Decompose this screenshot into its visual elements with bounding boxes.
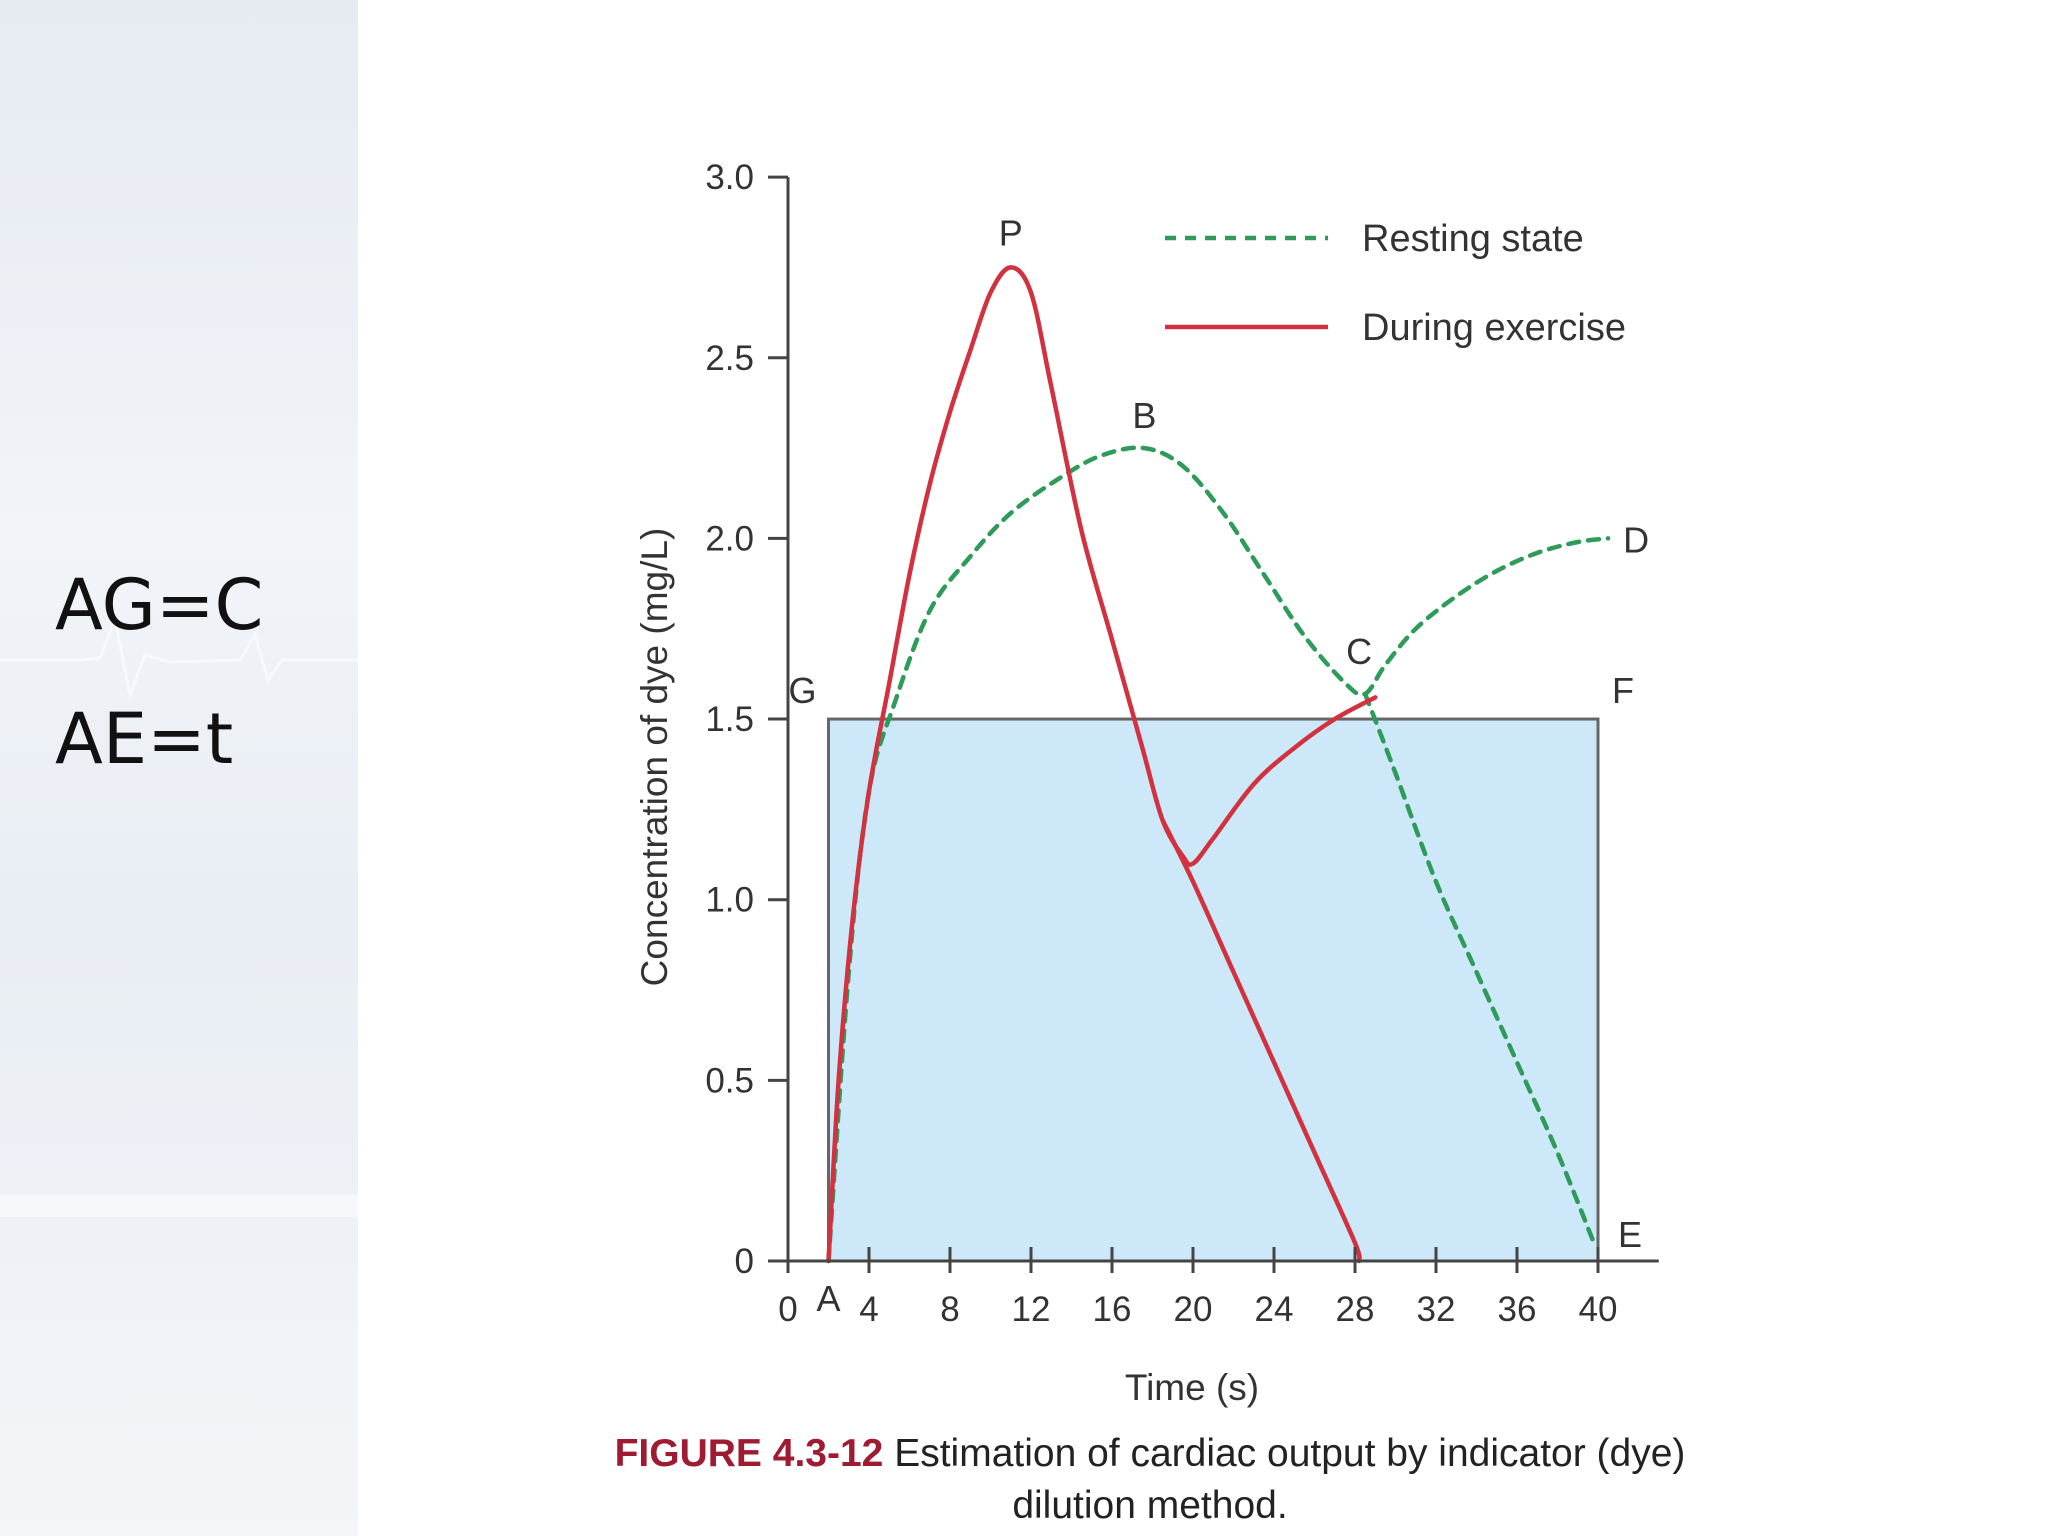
side-panel-band: [0, 1195, 358, 1217]
point-label-d: D: [1623, 519, 1649, 560]
series-line-1: [1362, 691, 1597, 1246]
notes: AG=C AE=t: [55, 538, 263, 806]
x-tick-label-3: 12: [1012, 1290, 1051, 1329]
y-tick-label-1: 0.5: [705, 1061, 754, 1100]
note-ag: AG=C: [55, 564, 264, 646]
y-tick-label-3: 1.5: [705, 700, 754, 739]
y-axis-title: Concentration of dye (mg/L): [634, 528, 675, 987]
y-tick-label-6: 3.0: [705, 158, 754, 197]
note-ae: AE=t: [55, 698, 234, 780]
series-line-2: [826, 265, 1378, 1264]
y-tick-label-4: 2.0: [705, 519, 754, 558]
x-tick-label-6: 24: [1255, 1290, 1294, 1329]
x-tick-label-9: 36: [1498, 1290, 1537, 1329]
figure-caption: FIGURE 4.3-12 Estimation of cardiac outp…: [560, 1428, 1740, 1532]
x-tick-label-10: 40: [1579, 1290, 1618, 1329]
legend-label-1: During exercise: [1362, 307, 1626, 349]
point-label-a: A: [816, 1278, 840, 1319]
side-panel: [0, 0, 358, 1536]
point-label-f: F: [1612, 670, 1634, 711]
heartbeat-decoration-icon: [0, 614, 358, 701]
point-label-g: G: [788, 670, 816, 711]
y-tick-label-5: 2.5: [705, 339, 754, 378]
y-tick-label-0: 0: [735, 1242, 754, 1281]
x-tick-label-2: 8: [940, 1290, 959, 1329]
x-tick-label-5: 20: [1174, 1290, 1213, 1329]
caption-text-line1: Estimation of cardiac output by indicato…: [894, 1432, 1686, 1475]
x-tick-label-7: 28: [1336, 1290, 1375, 1329]
x-tick-label-4: 16: [1093, 1290, 1132, 1329]
x-tick-label-1: 4: [859, 1290, 878, 1329]
y-tick-label-2: 1.0: [705, 881, 754, 920]
point-label-p: P: [999, 212, 1023, 253]
x-tick-label-8: 32: [1417, 1290, 1456, 1329]
point-label-b: B: [1132, 395, 1156, 436]
point-label-e: E: [1618, 1214, 1642, 1255]
x-tick-label-0: 0: [778, 1290, 797, 1329]
legend-label-0: Resting state: [1362, 218, 1584, 260]
caption-text-line2: dilution method.: [1012, 1484, 1288, 1527]
series-line-3: [1160, 817, 1362, 1264]
caption-number: FIGURE 4.3-12: [614, 1432, 884, 1475]
point-label-c: C: [1346, 631, 1372, 672]
x-axis-title: Time (s): [1125, 1367, 1259, 1408]
area-rectangle: [827, 717, 1600, 1263]
